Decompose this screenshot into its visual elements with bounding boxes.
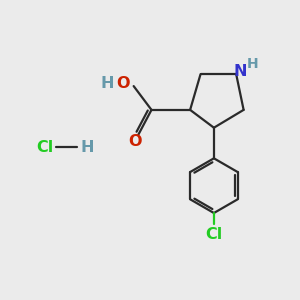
- Text: H: H: [81, 140, 94, 154]
- Text: Cl: Cl: [36, 140, 53, 154]
- Text: Cl: Cl: [205, 227, 223, 242]
- Text: H: H: [247, 57, 258, 71]
- Text: H: H: [100, 76, 114, 91]
- Text: O: O: [116, 76, 130, 91]
- Text: O: O: [128, 134, 142, 149]
- Text: N: N: [233, 64, 247, 79]
